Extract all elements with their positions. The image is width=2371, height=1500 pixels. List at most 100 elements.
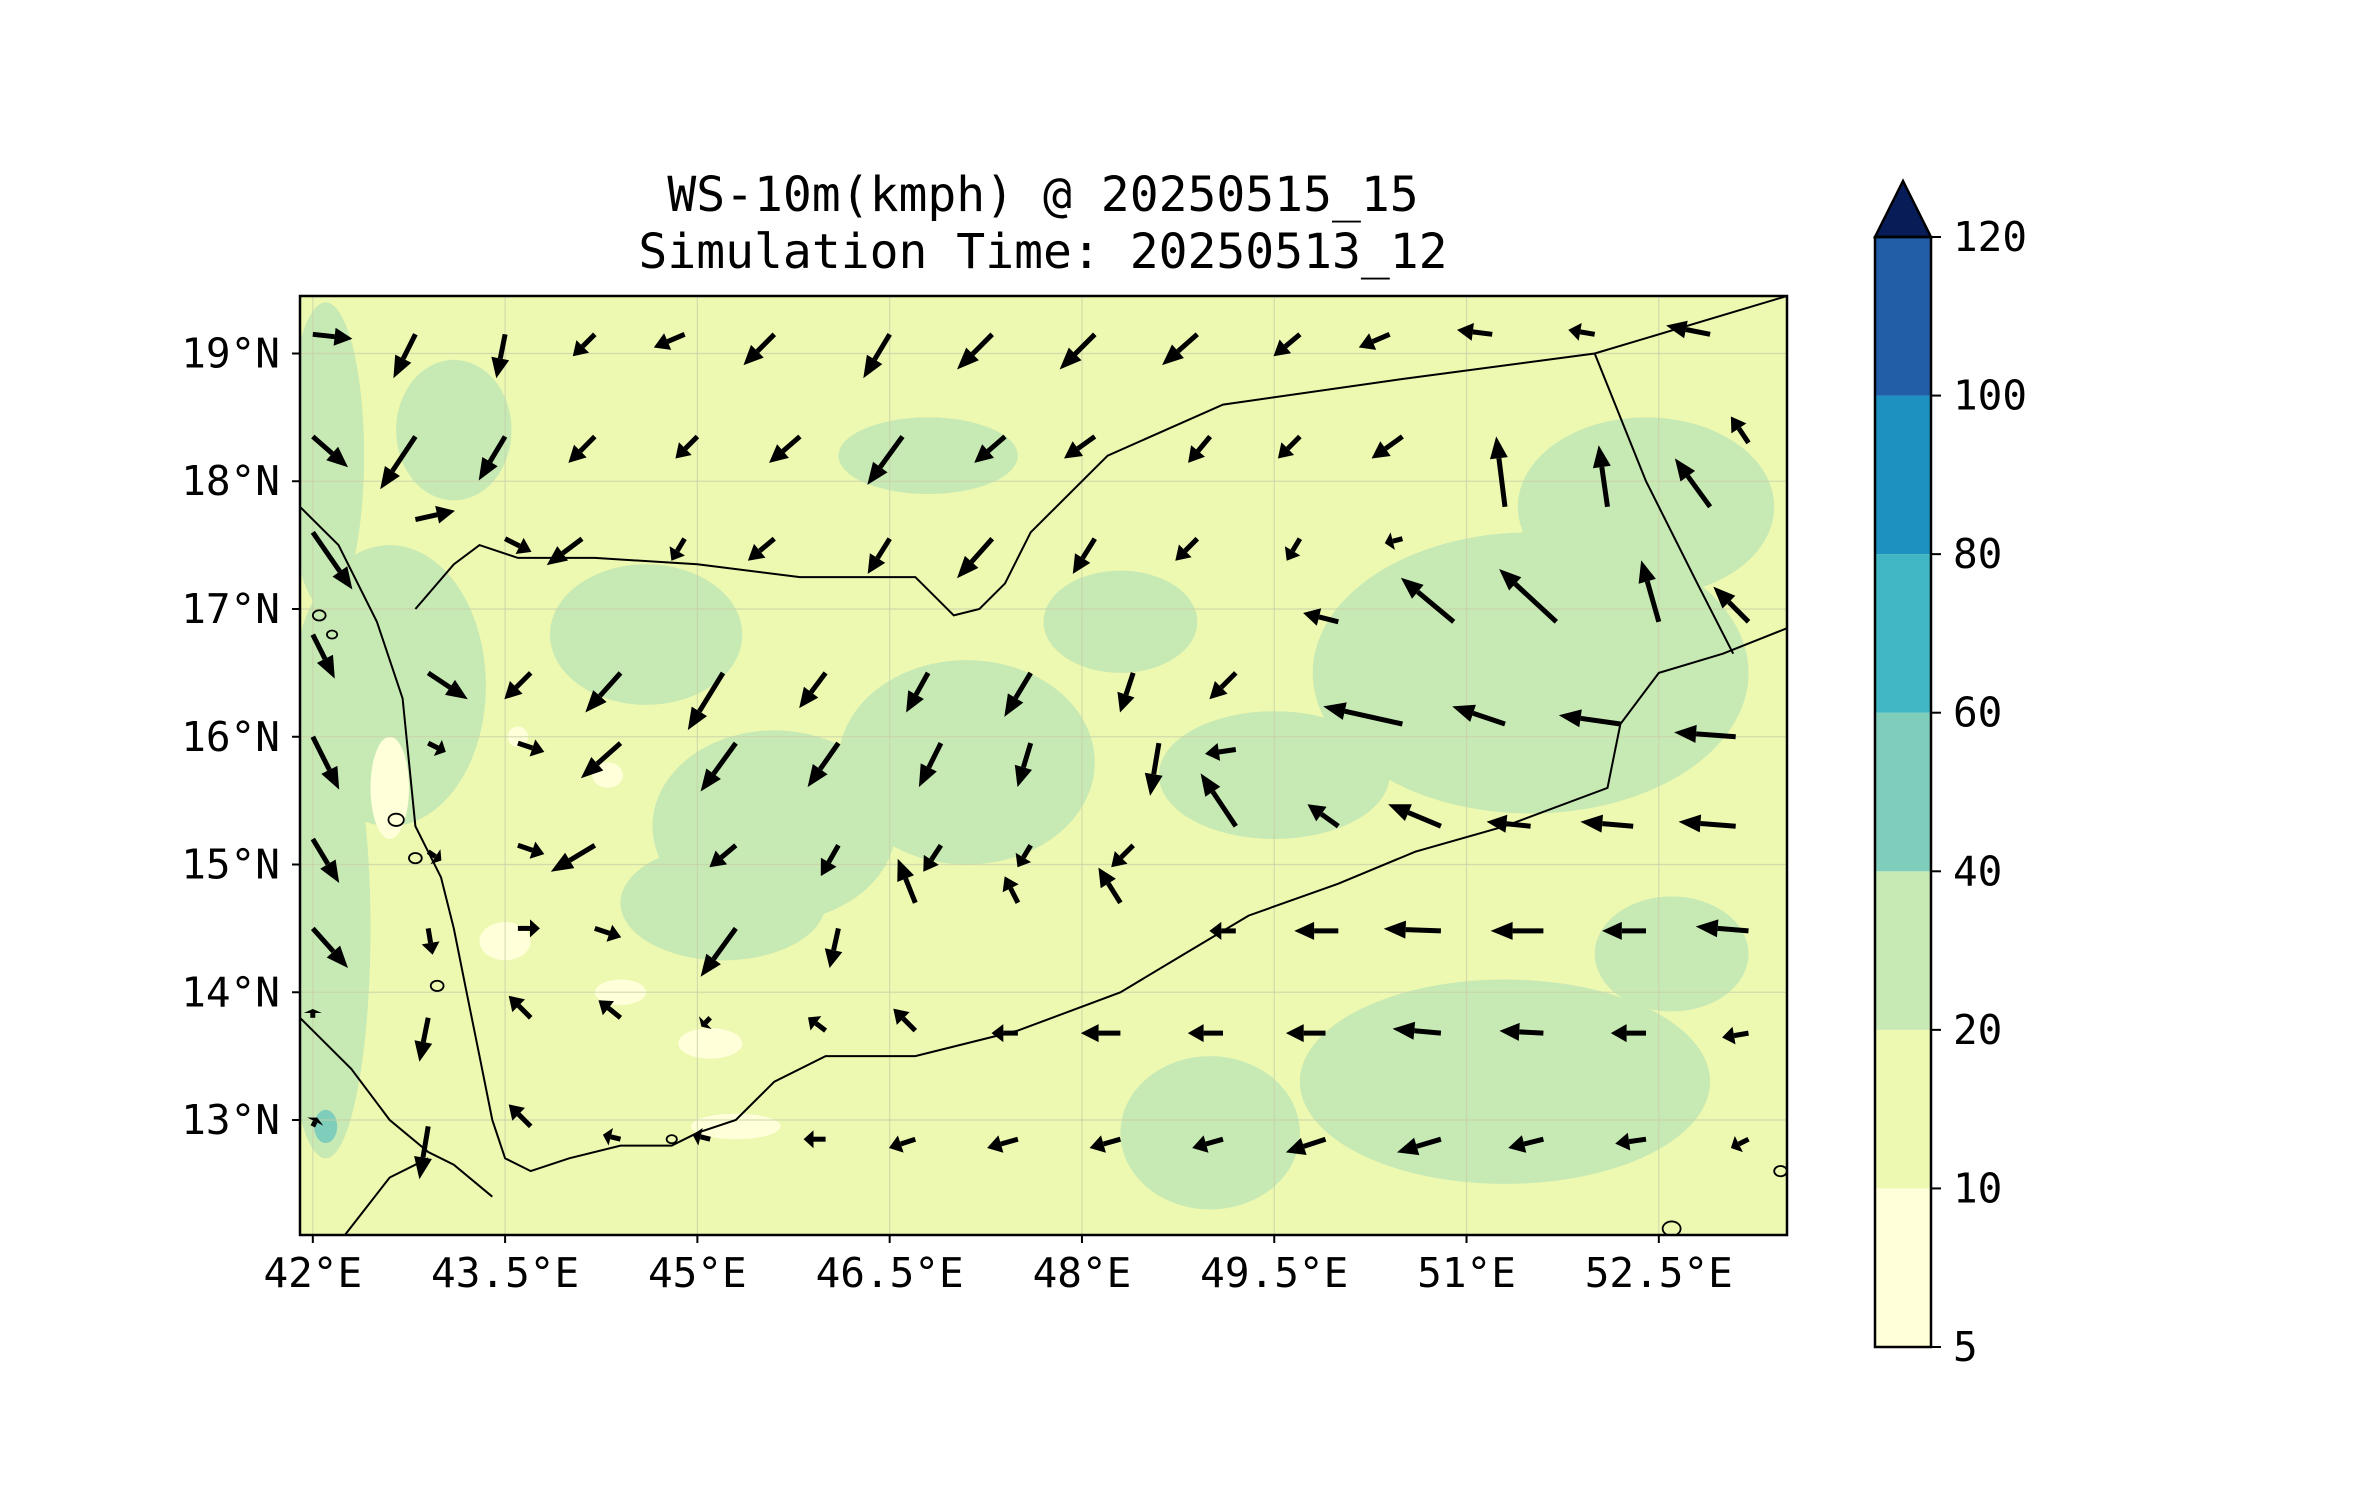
wind-vector-shaft	[814, 1021, 828, 1033]
wind-vector-shaft	[809, 671, 828, 694]
wind-vector	[1499, 1022, 1544, 1041]
wind-vector-head	[414, 1040, 433, 1062]
wind-vector	[380, 435, 418, 490]
wind-vector-head	[1205, 743, 1221, 761]
wind-vector-shaft	[1737, 1136, 1750, 1147]
wind-vector-shaft	[666, 332, 686, 344]
wind-vector-head	[1307, 804, 1327, 822]
wind-vector-head	[585, 690, 607, 713]
wind-vector-head	[326, 446, 348, 468]
wind-vector	[1558, 709, 1621, 728]
wind-vector	[1188, 434, 1213, 463]
x-tick-label: 49.5°E	[1200, 1249, 1348, 1297]
wind-vector	[491, 333, 510, 379]
wind-vector-shaft	[310, 837, 331, 866]
wind-vector	[310, 735, 340, 790]
wind-vector-head	[546, 546, 569, 566]
x-tick-label: 45°E	[648, 1249, 747, 1297]
wind-vector	[1273, 332, 1302, 357]
wind-vector-shaft	[711, 926, 738, 961]
wind-vector-head	[1490, 436, 1508, 460]
wind-vector	[692, 1128, 711, 1146]
x-tick-label: 42°E	[263, 1249, 362, 1297]
wind-vector-shaft	[1286, 434, 1302, 451]
wind-vector-head	[414, 1156, 432, 1180]
wind-vector-head	[307, 1117, 324, 1126]
wind-vector-shaft	[719, 843, 738, 860]
wind-vector-shaft	[497, 333, 508, 359]
colorbar-frame	[1873, 235, 1933, 1349]
colorbar-segment	[1875, 712, 1931, 872]
wind-vector-head	[1400, 577, 1424, 599]
wind-vector	[478, 435, 508, 481]
island-outline	[387, 812, 405, 827]
wind-vector-head	[491, 356, 510, 379]
wind-vector-shaft	[875, 537, 892, 560]
wind-vector	[974, 434, 1007, 463]
wind-vector	[1285, 1024, 1326, 1043]
wind-vector-shaft	[606, 1006, 623, 1020]
wind-vector-shaft	[1405, 927, 1441, 934]
x-axis-ticks: 42°E 43.5°E 45°E 46.5°E 48°E 49.5°E 51°E 52.5°E	[263, 1235, 1733, 1297]
wind-vector-shaft	[594, 926, 611, 936]
wind-vector-shaft	[1302, 1136, 1327, 1149]
wind-vector-shaft	[1290, 537, 1303, 553]
coastline-africa-south	[344, 1157, 429, 1235]
wind-vector-shaft	[1196, 434, 1213, 453]
colorbar-tick-label: 120	[1953, 213, 2027, 261]
island-outline	[1773, 1165, 1787, 1178]
wind-vector-head	[1064, 441, 1084, 459]
x-tick-label: 52.5°E	[1585, 1249, 1733, 1297]
gridlines	[300, 296, 1787, 1235]
wind-vector	[1209, 671, 1238, 700]
wind-vector-shaft	[675, 537, 687, 553]
wind-vector-head	[906, 690, 924, 713]
wind-vector-shaft	[580, 332, 597, 349]
wind-vector-head	[606, 924, 622, 942]
y-tick-label: 14°N	[181, 968, 280, 1016]
map-area	[298, 294, 1789, 1237]
wind-vector-head	[1111, 851, 1128, 868]
y-tick-label: 16°N	[181, 713, 280, 761]
wind-vector	[893, 1008, 918, 1033]
wind-vector-head	[1384, 532, 1395, 550]
wind-vector	[918, 741, 944, 788]
wind-vector-shaft	[310, 633, 328, 661]
wind-vector-shaft	[425, 927, 434, 944]
wind-vector	[580, 741, 623, 779]
wind-vector	[747, 536, 776, 561]
wind-vector-head	[1610, 1024, 1627, 1043]
wind-vector-shaft	[1151, 742, 1162, 775]
wind-vector	[1187, 1024, 1223, 1043]
wind-vector-shaft	[1219, 671, 1238, 690]
wind-vector	[1666, 320, 1711, 339]
wind-vector-head	[1602, 921, 1622, 940]
wind-vector-head	[867, 461, 888, 485]
wind-vector	[923, 843, 943, 872]
wind-vector	[1162, 332, 1199, 366]
wind-vector-head	[743, 344, 764, 366]
wind-vector-shaft	[1283, 332, 1302, 349]
wind-vector-shaft	[1602, 821, 1634, 829]
wind-vector-head	[1188, 445, 1205, 463]
wind-vector	[700, 926, 738, 977]
wind-vector-head	[1117, 691, 1135, 713]
wind-vector-shaft	[1205, 1136, 1224, 1147]
colorbar-tick-label: 5	[1953, 1323, 1978, 1371]
wind-vector-shaft	[1008, 887, 1021, 904]
wind-vector	[1674, 724, 1736, 743]
wind-vector-head	[1358, 333, 1377, 350]
wind-vector	[546, 536, 584, 566]
wind-vector-shaft	[1176, 332, 1199, 354]
speed-contour-patch	[300, 302, 365, 609]
wind-vector-shaft	[514, 671, 533, 690]
wind-vector-head	[1098, 867, 1116, 889]
wind-vector	[585, 671, 623, 713]
island-outline	[408, 852, 423, 865]
wind-vector-shaft	[578, 434, 597, 453]
wind-vector-head	[1592, 445, 1611, 469]
wind-vector	[311, 434, 348, 468]
wind-vector	[863, 333, 892, 379]
wind-vector-head	[1209, 681, 1228, 700]
